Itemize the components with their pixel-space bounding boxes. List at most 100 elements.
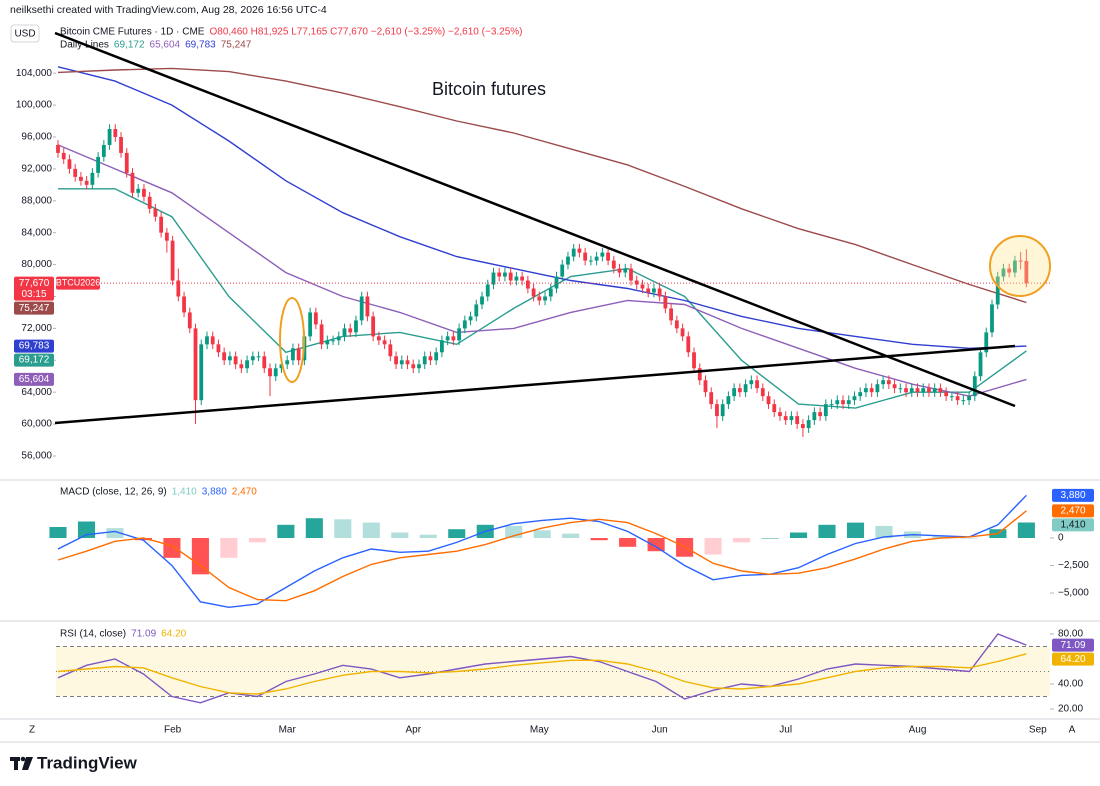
candle-body: [726, 396, 731, 405]
y-tick-label: 100,000: [16, 100, 53, 111]
price-tag-label: 3,880: [1060, 490, 1085, 501]
legend-value: 3,880: [202, 487, 227, 498]
histogram-bar: [106, 528, 124, 539]
histogram-bar: [818, 524, 836, 539]
legend-value: 75,247: [221, 40, 252, 51]
candle-body: [543, 296, 547, 301]
candle-body: [268, 368, 272, 377]
candle-body: [927, 388, 931, 393]
candle-body: [497, 272, 502, 277]
x-tick-label: Sep: [1029, 725, 1047, 736]
histogram-bar: [134, 538, 152, 541]
candle-body: [296, 348, 301, 361]
price-tag: [14, 339, 54, 353]
logo-mark: [22, 757, 33, 770]
currency[interactable]: USD: [14, 29, 35, 40]
legend-value: 71.09: [131, 629, 156, 640]
candle-body: [697, 368, 702, 381]
candle-body: [199, 344, 204, 401]
candle-body: [537, 296, 542, 301]
indicator-line: [58, 188, 1027, 409]
highlight-ellipse: [279, 297, 305, 383]
histogram-bar: [562, 533, 580, 539]
legend-value: 69,172: [114, 40, 145, 51]
candle-body: [990, 304, 994, 333]
candle-body: [61, 152, 66, 160]
histogram-bar: [590, 538, 608, 541]
scale-button[interactable]: A: [1069, 725, 1076, 736]
price-tag-label: 2,470: [1060, 505, 1085, 516]
candle-body: [485, 284, 490, 297]
histogram-bar: [305, 518, 323, 539]
candle-body: [233, 356, 238, 365]
price-tag: [14, 372, 54, 386]
candle-body: [245, 360, 249, 369]
candle-body: [291, 348, 295, 361]
scale-button[interactable]: Z: [29, 725, 35, 736]
candle-body: [359, 296, 364, 321]
candle-body: [382, 340, 387, 345]
candle-body: [703, 380, 708, 393]
candle-body: [96, 156, 101, 173]
candle-body: [709, 392, 714, 405]
candle-body: [789, 416, 794, 421]
candle-body: [491, 272, 496, 285]
candle-body: [629, 268, 633, 281]
candle-body: [657, 288, 662, 297]
candle-body: [239, 364, 244, 369]
candle-body: [818, 412, 822, 417]
candle-body: [795, 416, 800, 425]
symbol-tag: [56, 276, 100, 290]
candle-body: [365, 296, 370, 317]
candle-body: [892, 384, 897, 389]
candle-body: [503, 272, 507, 277]
candle-body: [440, 340, 444, 353]
y-tick-label: 84,000: [21, 227, 52, 238]
candle-body: [422, 356, 427, 365]
y-tick-label: 56,000: [21, 451, 52, 462]
candle-body: [646, 288, 651, 293]
candle-body: [508, 272, 513, 281]
legend-value: 2,470: [232, 487, 257, 498]
credit: neilksethi created with TradingView.com,…: [10, 4, 327, 16]
y-tick-label: 64,000: [21, 387, 52, 398]
candle-body: [674, 320, 679, 329]
currency-box[interactable]: [10, 24, 40, 43]
candle-body: [119, 136, 123, 153]
candle-body: [1007, 268, 1012, 273]
candle-body: [801, 424, 805, 429]
candle-body: [978, 352, 983, 377]
candle-body: [170, 240, 175, 281]
indicator-line: [57, 510, 1027, 602]
price-tag-label: 75,247: [19, 303, 50, 314]
candle-body: [812, 412, 817, 421]
candle-body: [480, 296, 484, 305]
candle-body: [732, 388, 737, 397]
y-tick-label: 60,000: [21, 419, 52, 430]
candle-body: [858, 392, 863, 397]
candle-body: [405, 360, 410, 365]
candle-body: [571, 248, 576, 257]
candle-body: [228, 356, 232, 361]
price-tag: [1052, 518, 1094, 532]
candle-body: [904, 388, 908, 393]
candle-body: [222, 352, 227, 361]
price-tag: [1052, 488, 1094, 502]
histogram-bar: [846, 522, 865, 539]
y-tick-label: −5,000: [1058, 588, 1089, 599]
candle-body: [411, 364, 416, 369]
candle-body: [634, 280, 639, 285]
x-tick-label: May: [530, 725, 549, 736]
candle-body: [285, 360, 290, 365]
x-tick-label: Mar: [279, 725, 297, 736]
candle-body: [846, 400, 851, 405]
legend-value: 64.20: [161, 629, 186, 640]
candle-body: [869, 388, 874, 393]
candle-body: [915, 388, 920, 393]
x-tick-label: Jun: [652, 725, 668, 736]
candle-body: [611, 260, 616, 269]
candle-body: [376, 336, 381, 341]
candle-body: [755, 380, 759, 389]
candle-body: [216, 344, 221, 353]
